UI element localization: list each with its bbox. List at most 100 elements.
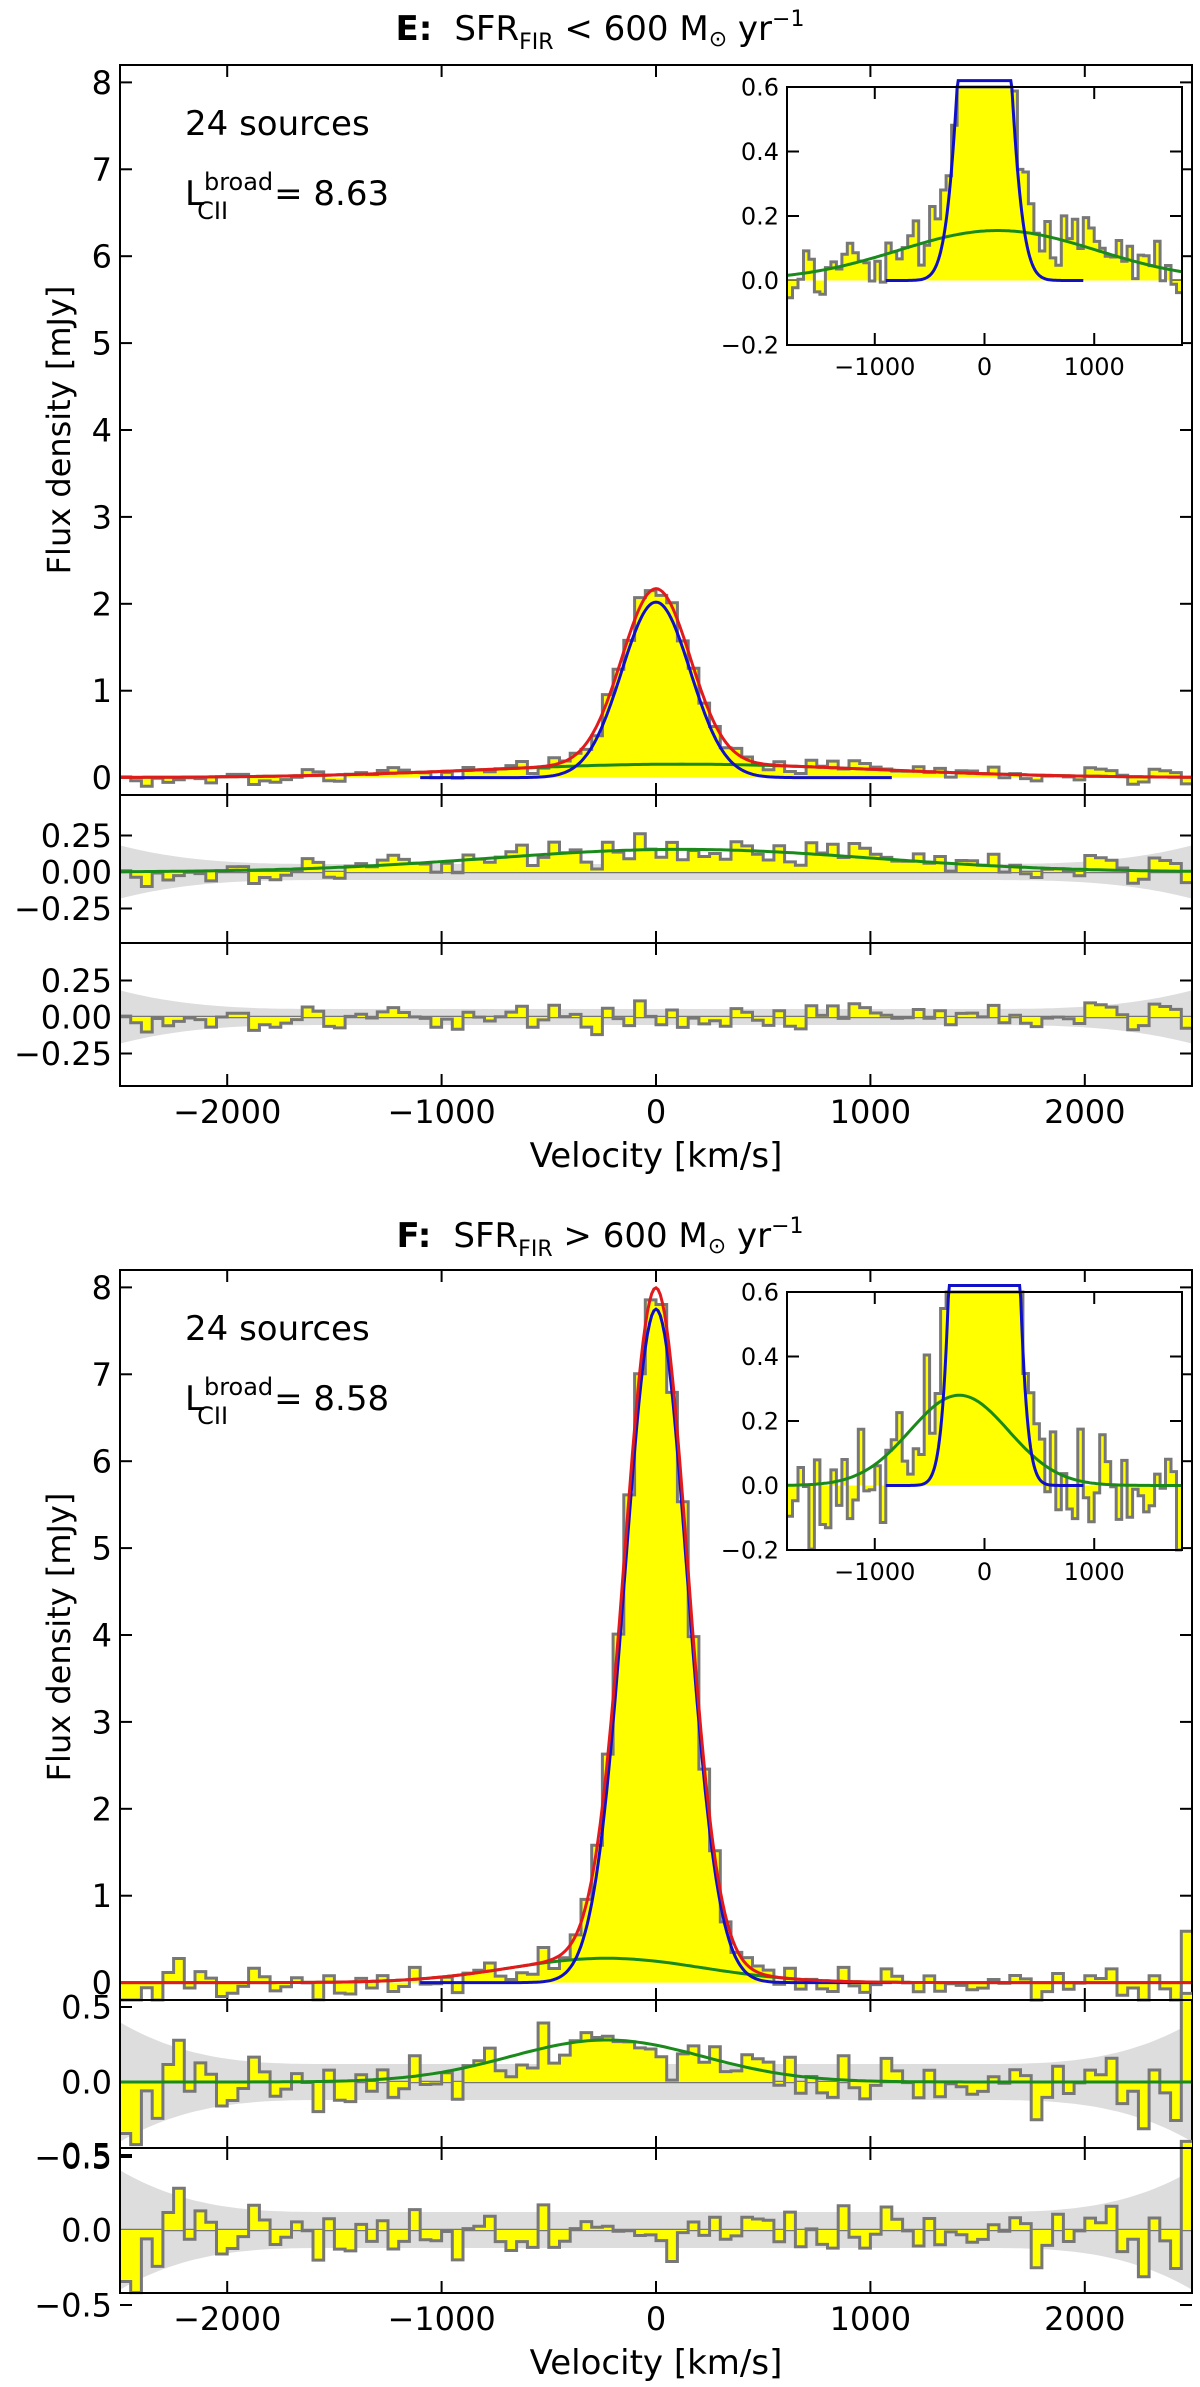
panel-f-inset-ytick-label: 0.0 <box>741 1472 779 1500</box>
panel-f-inset-ytick-label: 0.6 <box>741 1279 779 1307</box>
panel-e-luminosity-label: Lbroad CII = 8.63 <box>185 168 389 225</box>
panel-e-lum-sup: broad <box>204 168 273 196</box>
panel-e-residual-1-ytick-label: 0.00 <box>41 854 112 892</box>
panel-e-main-ytick-label: 4 <box>92 412 112 450</box>
panel-e-residual-2-frame <box>119 942 1193 1087</box>
panel-e-title-sun: ⊙ <box>709 27 727 52</box>
panel-e-residual-1-ytick-label: 0.25 <box>41 817 112 855</box>
panel-e-residual-2: 0.250.00−0.25 −2000 −1000 0 1000 2000 Veloci… <box>14 942 1193 1176</box>
panel-e-title-sub: FIR <box>519 30 553 55</box>
panel-f-residual-2-ytick-label: −0.5 <box>34 2287 112 2325</box>
panel-e-xtick-label: 1000 <box>830 1093 911 1131</box>
panel-e-inset-histogram-fill <box>787 87 1182 298</box>
panel-f-main-ytick-label: 0 <box>92 1964 112 2002</box>
panel-f-inset-broad-fit-line <box>787 1393 1182 1487</box>
panel-e-inset-ytick-label: 0.2 <box>741 203 779 231</box>
panel-e-xtick-label: −1000 <box>387 1093 495 1131</box>
panel-f-letter: F: <box>396 1216 431 1256</box>
panel-f-sources-label: 24 sources <box>185 1309 370 1349</box>
panel-e-main-ytick-label: 6 <box>92 238 112 276</box>
panel-f-main-ytick-label: 4 <box>92 1617 112 1655</box>
panel-e-residual-2-ytick-label: 0.00 <box>41 999 112 1037</box>
panel-f-title-unit: yr <box>726 1216 771 1256</box>
panel-f-inset: 0.6 0.4 0.2 0.0 −0.2 −1000 0 1000 <box>721 1279 1183 1586</box>
panel-e-narrow-fit-line <box>420 600 892 780</box>
panel-f-inset-xtick-label: −1000 <box>834 1558 915 1586</box>
panel-f-xtick-label: −2000 <box>173 2300 281 2338</box>
panel-e-inset-ytick-label: −0.2 <box>721 332 779 360</box>
panel-e-lum-value: = 8.63 <box>274 174 389 214</box>
panel-e-inset-xtick-label: −1000 <box>834 353 915 381</box>
panel-e: E: SFRFIR < 600 M⊙ yr−1 0 1 2 3 4 5 6 7 8 Flux de… <box>14 7 1193 1176</box>
panel-f-xtick-label: −1000 <box>387 2300 495 2338</box>
panel-e-lum-symbol: L <box>185 174 204 214</box>
panel-f-residual-1-ytick-label: 0.5 <box>61 1989 112 2027</box>
panel-f-histogram-fill <box>120 1299 1192 2000</box>
panel-e-inset: 0.6 0.4 0.2 0.0 −0.2 −1000 0 1000 <box>721 74 1183 381</box>
panel-e-title-cmp: < 600 M <box>554 9 709 49</box>
panel-f-narrow-fit-line <box>420 1307 892 1985</box>
panel-e-inset-ytick-label: 0.0 <box>741 267 779 295</box>
panel-f-residual-1-histogram-fill <box>120 1993 1192 2145</box>
panel-f-residual-2-ytick-label: 0.5 <box>61 2137 112 2175</box>
panel-f-main-ytick-label: 3 <box>92 1703 112 1741</box>
panel-f-residual-2: 0.5 0.0 −0.5 −2000 −1000 0 1000 2000 Velocity … <box>34 2137 1193 2383</box>
panel-f-residual-1-ytick-label: −0.5 <box>34 2139 112 2177</box>
panel-e-main-ytick-label: 2 <box>92 585 112 623</box>
panel-f: F: SFRFIR > 600 M⊙ yr−1 0 1 2 3 4 5 6 7 8 Flux de… <box>34 1214 1193 2383</box>
panel-f-inset-xtick-label: 1000 <box>1064 1558 1125 1586</box>
panel-f-total-fit-line <box>120 1285 1192 1985</box>
panel-f-title-sup: −1 <box>771 1214 803 1239</box>
panel-e-main-ytick-label: 8 <box>92 64 112 102</box>
panel-f-main-ytick-label: 7 <box>92 1356 112 1394</box>
panel-e-title: E: SFRFIR < 600 M⊙ yr−1 <box>396 7 805 55</box>
panel-f-xtick-label: 0 <box>646 2300 666 2338</box>
panel-f-title-sun: ⊙ <box>708 1234 726 1259</box>
panel-f-lum-symbol: L <box>185 1379 204 1419</box>
panel-e-main-ytick-label: 3 <box>92 498 112 536</box>
panel-f-inset-ytick-label: −0.2 <box>721 1537 779 1565</box>
panel-e-xtick-label: 2000 <box>1044 1093 1125 1131</box>
panel-f-lum-value: = 8.58 <box>274 1379 389 1419</box>
panel-f-title-sub: FIR <box>518 1237 552 1262</box>
panel-e-residual-1-ytick-label: −0.25 <box>14 890 112 928</box>
panel-f-main-ytick-label: 5 <box>92 1530 112 1568</box>
panel-e-main-ytick-label: 7 <box>92 151 112 189</box>
panel-f-inset-frame <box>786 1291 1183 1551</box>
panel-e-main-ytick-label: 5 <box>92 325 112 363</box>
panel-e-ylabel: Flux density [mJy] <box>40 286 78 575</box>
panel-f-inset-ytick-label: 0.4 <box>741 1343 779 1371</box>
panel-e-residual-2-histogram-outline <box>120 999 1192 1037</box>
panel-e-residual-1-broad-fit-line <box>120 847 1192 874</box>
panel-e-lum-sub: CII <box>197 197 228 225</box>
panel-e-letter: E: <box>396 9 433 49</box>
panel-e-inset-xtick-label: 0 <box>977 353 992 381</box>
panel-f-residual-2-frame <box>119 2147 1193 2294</box>
panel-e-inset-broad-fit-line <box>786 229 1183 277</box>
panel-f-inset-xtick-label: 0 <box>977 1558 992 1586</box>
panel-e-xlabel: Velocity [km/s] <box>530 1136 783 1176</box>
panel-e-inset-ytick-label: 0.6 <box>741 74 779 102</box>
panel-e-xtick-label: −2000 <box>173 1093 281 1131</box>
panel-f-inset-narrow-fit-line <box>885 1284 1084 1487</box>
panel-e-residual-1: 0.250.00−0.25 <box>14 794 1193 944</box>
panel-f-xlabel: Velocity [km/s] <box>530 2343 783 2383</box>
panel-e-inset-frame <box>786 86 1183 346</box>
panel-f-main-ytick-label: 1 <box>92 1877 112 1915</box>
panel-e-main-ytick-label: 1 <box>92 672 112 710</box>
panel-e-title-sfr: SFR <box>454 9 519 49</box>
panel-f-inset-ytick-label: 0.2 <box>741 1408 779 1436</box>
panel-f-luminosity-label: Lbroad CII = 8.58 <box>185 1373 389 1430</box>
panel-e-residual-2-ytick-label: −0.25 <box>14 1035 112 1073</box>
panel-e-main-ytick-label: 0 <box>92 759 112 797</box>
panel-e-total-fit-line <box>120 587 1192 779</box>
panel-f-main-ytick-label: 2 <box>92 1790 112 1828</box>
panel-f-lum-sup: broad <box>204 1373 273 1401</box>
panel-f-title-cmp: > 600 M <box>553 1216 708 1256</box>
panel-f-lum-sub: CII <box>197 1402 228 1430</box>
panel-e-xtick-label: 0 <box>646 1093 666 1131</box>
panel-e-inset-xtick-label: 1000 <box>1064 353 1125 381</box>
